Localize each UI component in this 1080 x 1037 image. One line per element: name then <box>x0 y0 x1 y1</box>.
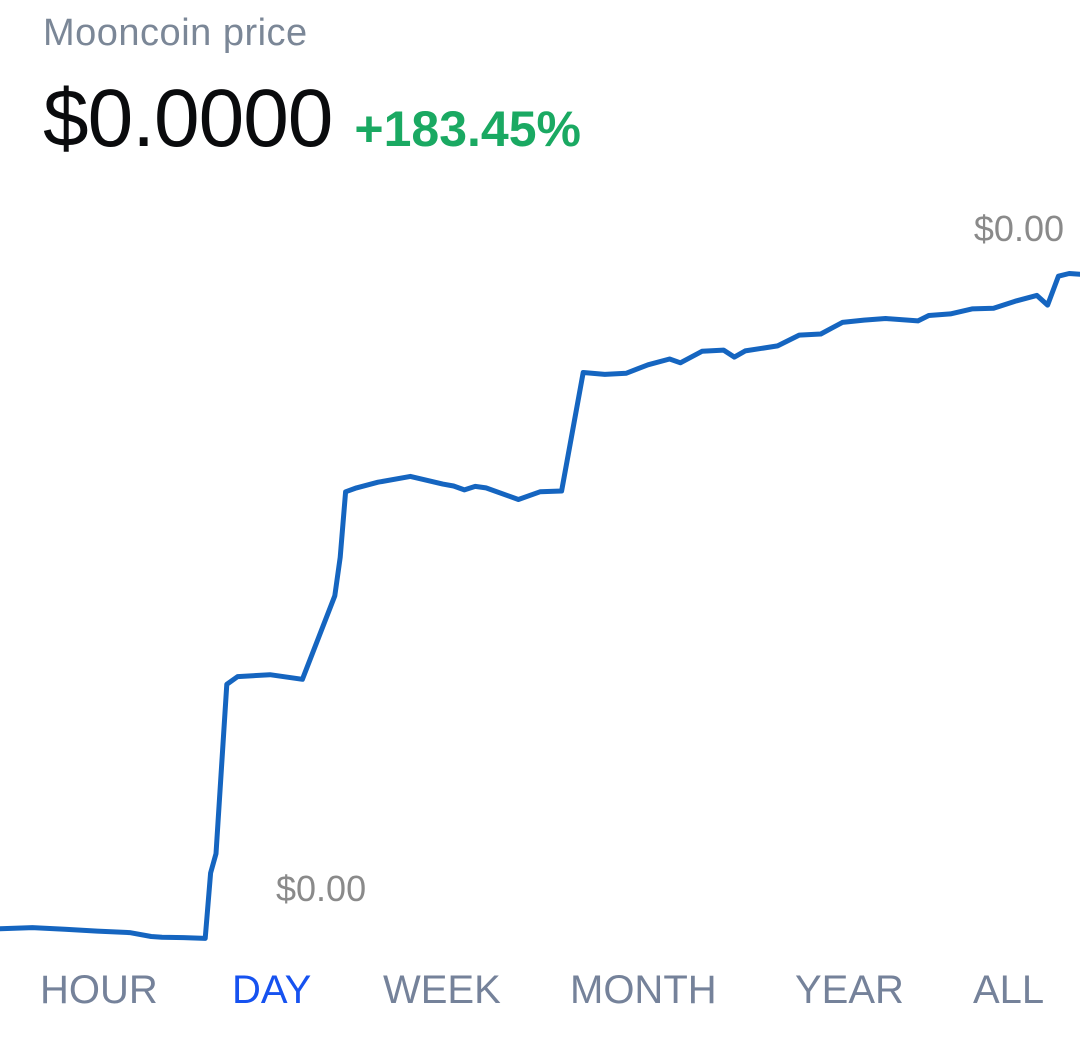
chart-max-label: $0.00 <box>973 208 1064 249</box>
tab-day[interactable]: DAY <box>232 968 312 1012</box>
chart-min-label: $0.00 <box>276 868 367 909</box>
coin-price-title: Mooncoin price <box>43 12 308 54</box>
tab-all[interactable]: ALL <box>973 968 1045 1012</box>
time-range-tabs: HOUR DAY WEEK MONTH YEAR ALL <box>0 968 1080 1022</box>
tab-month[interactable]: MONTH <box>570 968 717 1012</box>
price-row: $0.0000 +183.45% <box>43 72 582 164</box>
current-price: $0.0000 <box>43 73 333 164</box>
tab-week[interactable]: WEEK <box>383 968 501 1012</box>
tab-hour[interactable]: HOUR <box>40 968 158 1012</box>
price-change-percent: +183.45% <box>354 101 582 157</box>
price-line <box>0 271 1080 941</box>
price-chart[interactable] <box>0 0 1080 960</box>
tab-year[interactable]: YEAR <box>795 968 904 1012</box>
